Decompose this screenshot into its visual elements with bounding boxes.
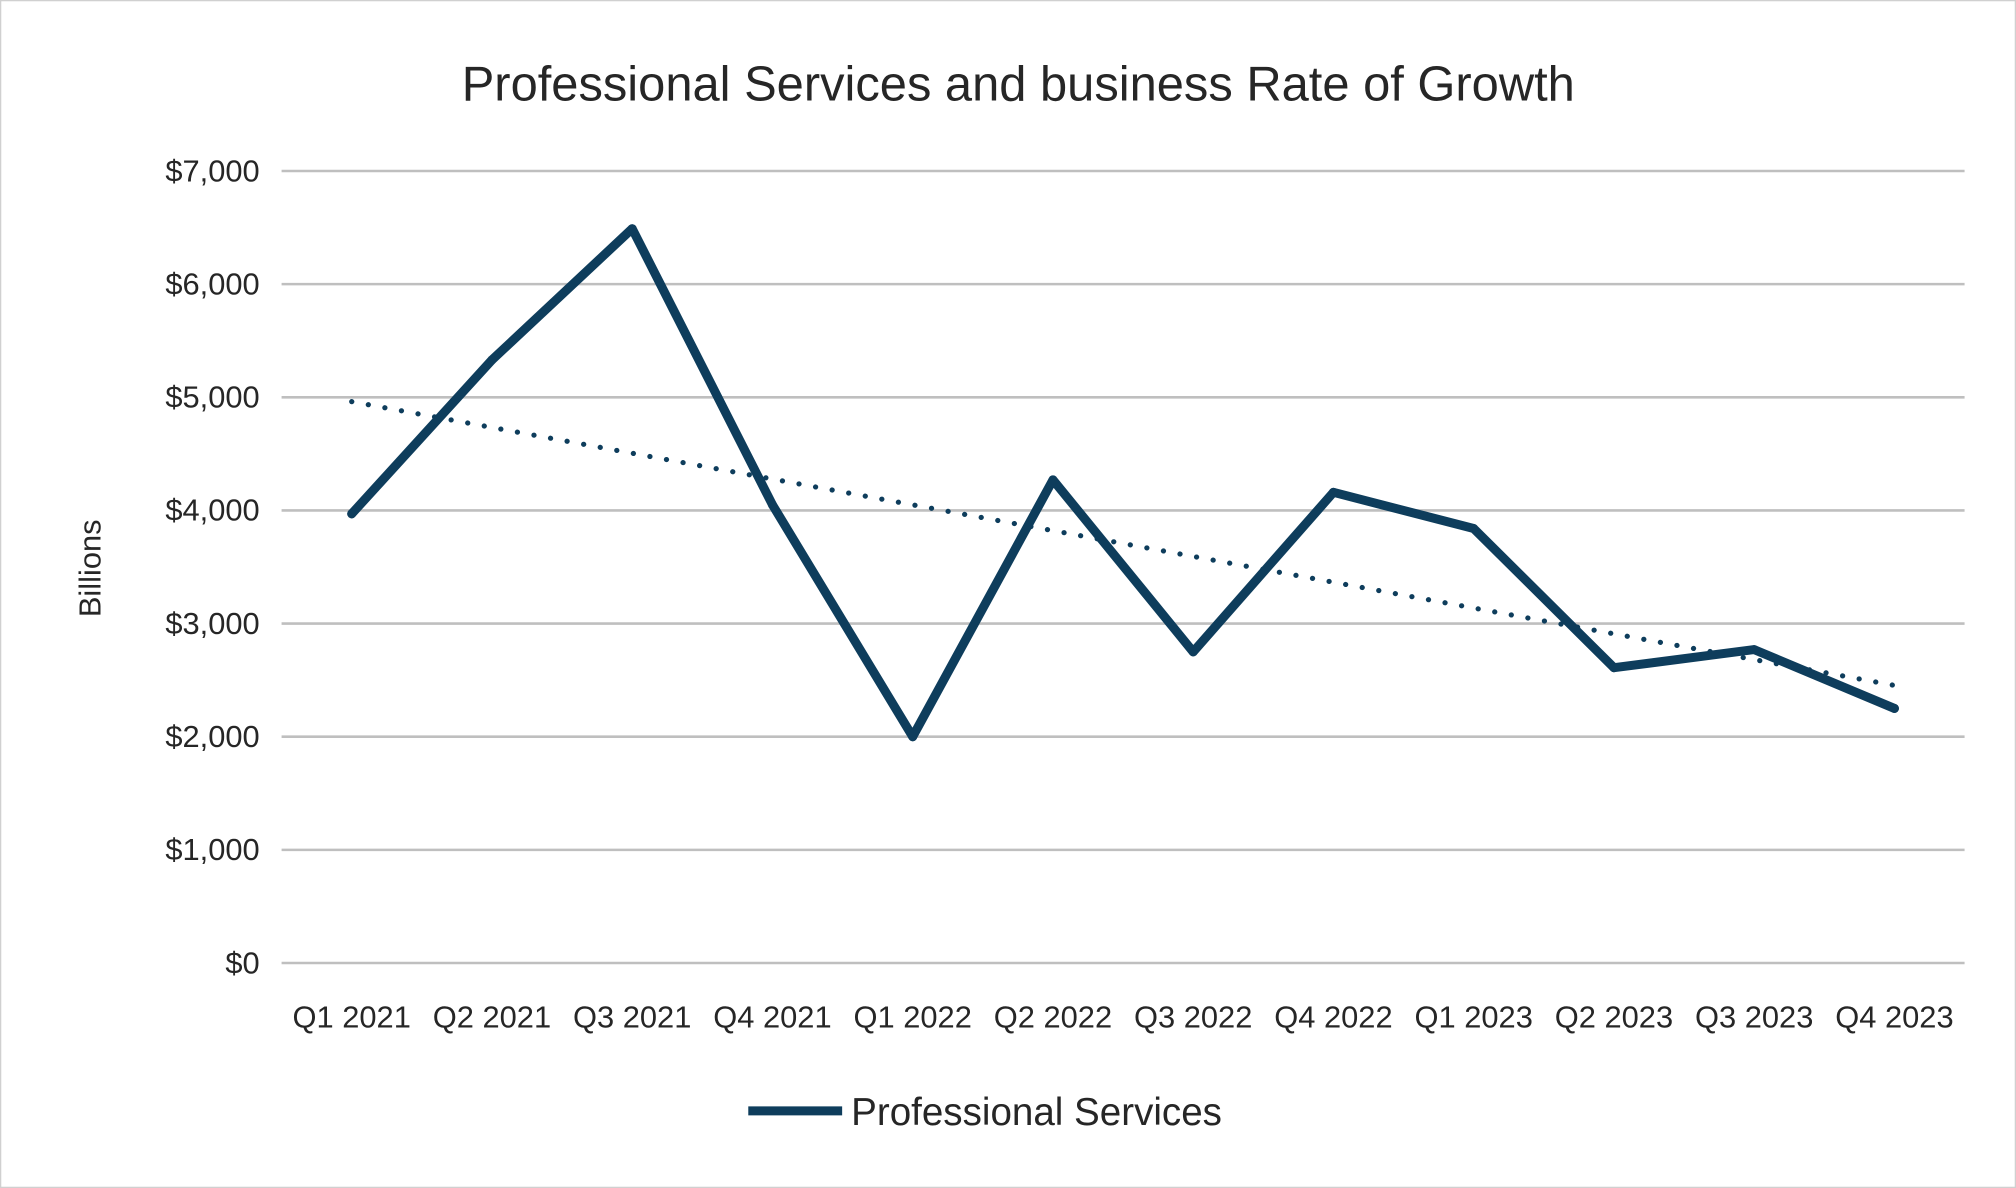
y-tick-label: $5,000 bbox=[165, 380, 259, 415]
y-tick-label: $0 bbox=[225, 945, 259, 980]
data-point bbox=[1188, 647, 1198, 657]
x-tick-label: Q1 2022 bbox=[854, 999, 972, 1034]
data-point bbox=[1328, 487, 1338, 497]
data-point bbox=[908, 732, 918, 742]
y-tick-label: $4,000 bbox=[165, 493, 259, 528]
x-tick-label: Q4 2021 bbox=[713, 999, 831, 1034]
data-point bbox=[1889, 703, 1899, 713]
data-point bbox=[1048, 475, 1058, 485]
data-point bbox=[627, 224, 637, 234]
y-tick-label: $1,000 bbox=[165, 832, 259, 867]
x-tick-label: Q2 2021 bbox=[433, 999, 551, 1034]
data-point bbox=[1749, 645, 1759, 655]
x-tick-label: Q1 2021 bbox=[293, 999, 411, 1034]
data-point bbox=[1469, 524, 1479, 534]
x-tick-label: Q2 2023 bbox=[1555, 999, 1673, 1034]
x-tick-label: Q3 2021 bbox=[573, 999, 691, 1034]
x-tick-label: Q3 2022 bbox=[1134, 999, 1252, 1034]
chart-title: Professional Services and business Rate … bbox=[462, 57, 1575, 111]
y-tick-label: $6,000 bbox=[165, 266, 259, 301]
data-point bbox=[1609, 663, 1619, 673]
x-tick-label: Q3 2023 bbox=[1695, 999, 1813, 1034]
y-axis-label: Billions bbox=[72, 519, 107, 617]
y-tick-label: $7,000 bbox=[165, 153, 259, 188]
data-point bbox=[347, 509, 357, 519]
x-tick-label: Q4 2022 bbox=[1274, 999, 1392, 1034]
y-tick-label: $3,000 bbox=[165, 606, 259, 641]
x-tick-label: Q4 2023 bbox=[1835, 999, 1953, 1034]
y-tick-label: $2,000 bbox=[165, 719, 259, 754]
series-line-professional-services bbox=[347, 224, 1899, 742]
legend: Professional Services bbox=[748, 1091, 1222, 1134]
data-point bbox=[767, 500, 777, 510]
data-point bbox=[487, 355, 497, 365]
legend-label: Professional Services bbox=[851, 1091, 1222, 1134]
x-tick-label: Q1 2023 bbox=[1415, 999, 1533, 1034]
x-tick-label: Q2 2022 bbox=[994, 999, 1112, 1034]
